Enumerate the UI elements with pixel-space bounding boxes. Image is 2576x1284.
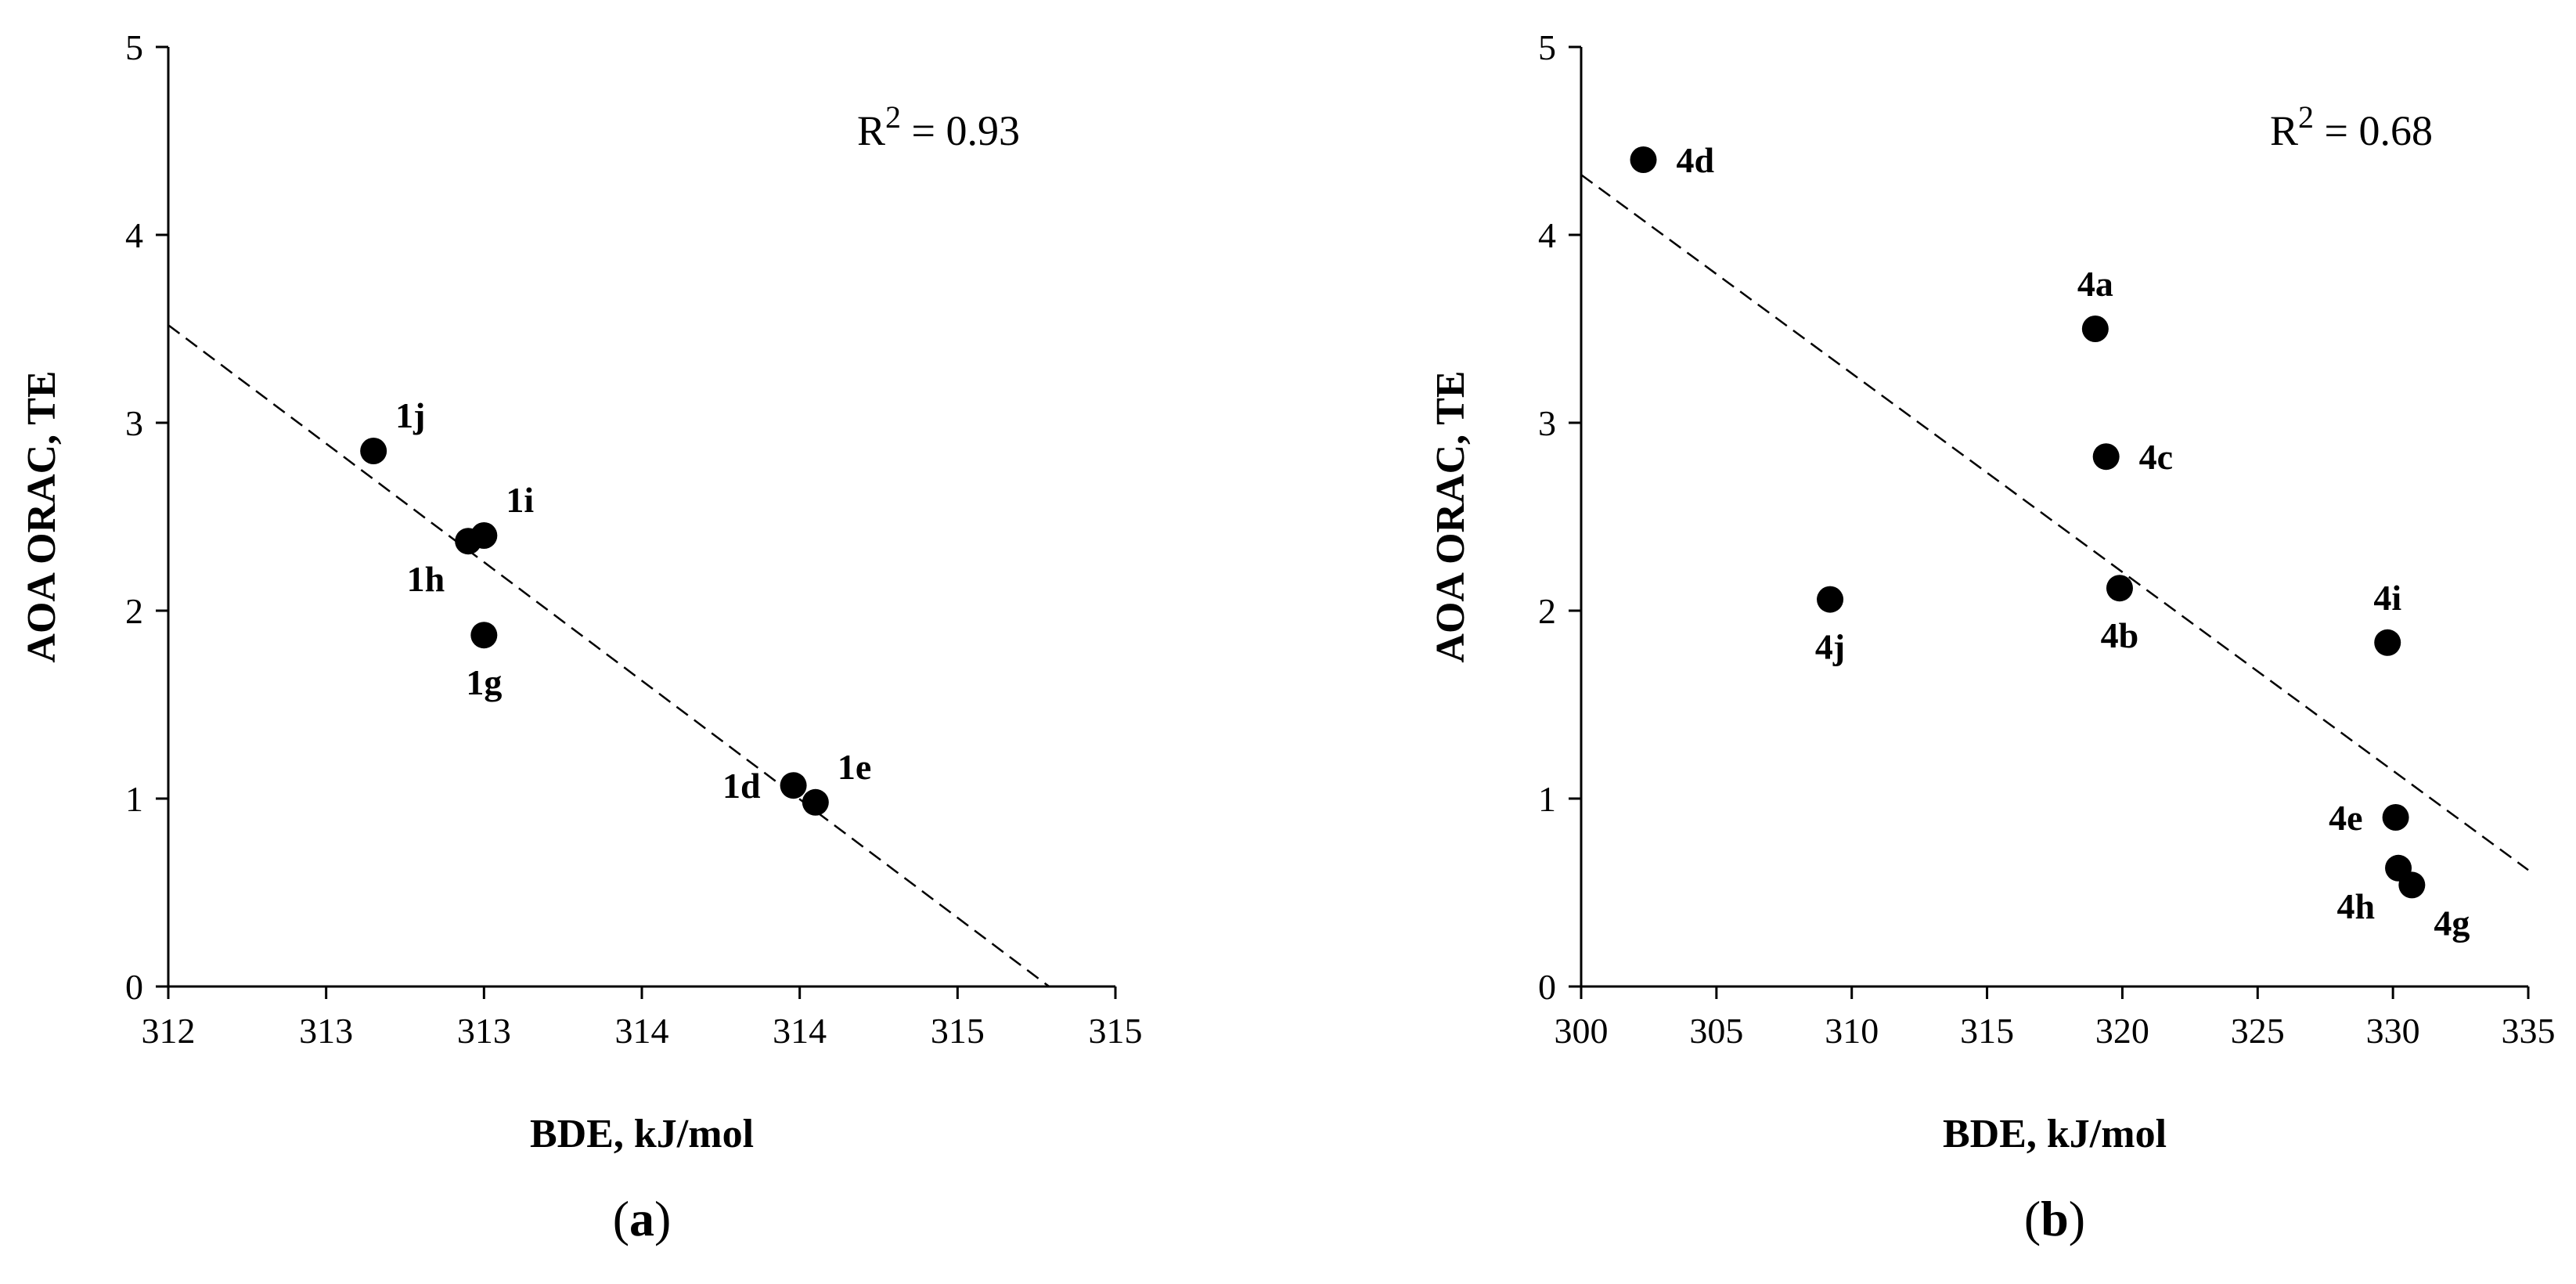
y-tick-label: 0 [1538,967,1556,1007]
r-squared-annotation: R2 = 0.68 [2270,99,2433,154]
y-tick-label: 1 [125,779,143,819]
x-tick-label: 335 [2502,1011,2556,1051]
panel-caption-letter: b [2041,1191,2069,1246]
regression-line [1580,174,2529,871]
x-tick-label: 315 [931,1011,985,1051]
data-point-4e [2382,804,2409,831]
data-point-1d [780,772,807,799]
data-point-1g [470,622,498,649]
y-tick-label: 1 [1538,779,1556,819]
point-label: 4h [2336,886,2375,926]
x-tick-label: 313 [457,1011,511,1051]
x-tick-label: 310 [1825,1011,1879,1051]
x-tick-label: 314 [773,1011,827,1051]
panel-b: 300 305 310 315 320 325 330 335 0 1 2 3 4 5 BDE, kJ/mo… [1429,27,2556,1246]
y-tick-label: 0 [125,967,143,1007]
point-label: 1j [395,395,425,435]
r-squared-annotation: R2 = 0.93 [857,99,1020,154]
point-label: 4b [2101,615,2139,655]
point-label: 4d [1677,140,1715,180]
x-axis-title: BDE, kJ/mol [530,1112,754,1156]
r2-symbol: R [2270,107,2298,154]
x-tick-label: 312 [142,1011,196,1051]
point-label: 1e [838,747,871,787]
y-tick-label: 4 [125,215,143,255]
x-tick-label: 315 [1089,1011,1143,1051]
data-point-1e [802,788,829,816]
x-axis-title: BDE, kJ/mol [1943,1112,2167,1156]
panel-caption: (b) [2024,1191,2085,1246]
point-label: 1i [506,480,534,520]
y-axis-title: AOA ORAC, TE [20,370,64,662]
panel-caption: (a) [613,1191,672,1246]
x-tick-label: 320 [2095,1011,2149,1051]
panel-a: 312 313 313 314 314 315 315 0 1 2 3 4 5 BDE, kJ/mol AO… [20,27,1143,1246]
y-tick-label: 5 [1538,27,1556,67]
r2-superscript: 2 [885,99,901,135]
regression-line [168,324,1050,987]
data-point-4d [1630,146,1657,173]
r2-symbol: R [857,107,885,154]
y-tick-label: 3 [125,403,143,443]
x-tick-label: 325 [2231,1011,2285,1051]
y-tick-label: 2 [125,591,143,631]
point-label: 1d [722,766,761,806]
x-tick-label: 305 [1689,1011,1743,1051]
point-label: 4c [2139,437,2173,477]
point-label: 4j [1815,627,1845,667]
data-point-4i [2374,629,2401,656]
y-axis-title: AOA ORAC, TE [1429,370,1473,662]
x-tick-label: 314 [615,1011,669,1051]
panel-caption-letter: a [629,1191,654,1246]
point-label: 4e [2329,798,2362,838]
x-tick-label: 300 [1555,1011,1609,1051]
x-tick-label: 330 [2366,1011,2420,1051]
data-point-1h [455,528,482,555]
data-point-4g [2398,871,2426,899]
point-label: 4g [2434,903,2470,943]
y-tick-label: 3 [1538,403,1556,443]
data-point-4c [2092,443,2120,471]
y-tick-label: 4 [1538,215,1556,255]
r2-superscript: 2 [2298,99,2314,135]
y-tick-label: 2 [1538,591,1556,631]
point-label: 4i [2373,578,2401,618]
point-label: 1g [466,662,502,702]
x-tick-label: 313 [299,1011,353,1051]
data-point-1j [360,438,387,464]
data-point-4b [2106,575,2133,602]
point-label: 4a [2077,264,2113,304]
x-tick-label: 315 [1960,1011,2014,1051]
data-point-4j [1817,586,1844,613]
r2-value: = 0.68 [2314,107,2433,154]
r2-value: = 0.93 [901,107,1020,154]
data-point-4a [2081,316,2109,342]
y-tick-label: 5 [125,27,143,67]
point-label: 1h [407,559,445,599]
